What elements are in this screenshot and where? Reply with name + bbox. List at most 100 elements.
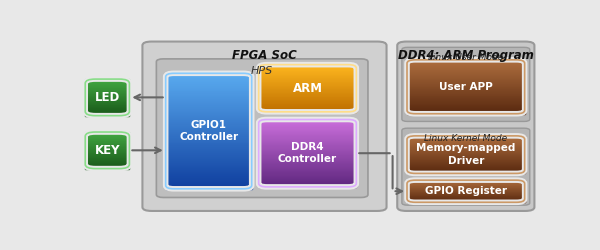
Text: Linux User Mode: Linux User Mode <box>428 53 503 62</box>
Bar <box>259 174 356 176</box>
Bar <box>407 63 524 64</box>
Bar <box>259 71 356 72</box>
Bar <box>166 123 252 125</box>
Bar <box>85 139 130 140</box>
Bar <box>166 127 252 129</box>
FancyBboxPatch shape <box>157 59 368 198</box>
Bar <box>407 158 524 159</box>
Bar <box>259 98 356 99</box>
Bar <box>259 132 356 133</box>
Bar <box>259 109 356 110</box>
Bar <box>85 132 130 133</box>
Bar <box>85 80 130 81</box>
Bar <box>166 148 252 150</box>
Bar <box>259 170 356 171</box>
Bar <box>407 87 524 88</box>
Bar <box>407 180 524 181</box>
Bar <box>259 72 356 73</box>
Bar <box>85 133 130 134</box>
Bar <box>407 194 524 195</box>
Bar <box>407 112 524 113</box>
Bar <box>259 83 356 84</box>
Bar <box>407 65 524 66</box>
Text: User APP: User APP <box>439 82 493 92</box>
Bar <box>259 166 356 168</box>
Bar <box>259 144 356 145</box>
Bar <box>407 137 524 138</box>
Bar <box>259 86 356 88</box>
Bar <box>259 93 356 94</box>
Bar <box>407 60 524 61</box>
Bar <box>259 94 356 95</box>
Bar <box>259 177 356 178</box>
Bar <box>85 166 130 167</box>
Bar <box>259 173 356 174</box>
Bar <box>85 140 130 141</box>
Bar <box>407 164 524 165</box>
Bar <box>166 114 252 116</box>
Bar <box>85 160 130 161</box>
Bar <box>166 162 252 164</box>
Text: Linux Kernel Mode: Linux Kernel Mode <box>424 134 508 143</box>
Bar <box>85 134 130 135</box>
Bar <box>166 96 252 98</box>
Bar <box>166 146 252 148</box>
Bar <box>259 150 356 151</box>
Bar <box>85 111 130 112</box>
Bar <box>259 81 356 82</box>
Bar <box>407 82 524 83</box>
Bar <box>259 95 356 96</box>
Bar <box>407 169 524 170</box>
Bar <box>85 92 130 93</box>
Bar <box>407 186 524 187</box>
Bar <box>407 191 524 192</box>
Bar <box>407 195 524 196</box>
Bar <box>407 165 524 166</box>
Bar <box>407 197 524 198</box>
Bar <box>166 110 252 112</box>
Bar <box>407 86 524 87</box>
Bar <box>166 116 252 117</box>
Bar <box>85 104 130 105</box>
Bar <box>259 90 356 92</box>
Bar <box>407 75 524 76</box>
Bar <box>407 164 524 165</box>
Bar <box>85 106 130 107</box>
Bar <box>259 145 356 146</box>
Bar <box>407 145 524 146</box>
Text: FPGA SoC: FPGA SoC <box>232 49 297 62</box>
Bar <box>85 143 130 144</box>
Bar <box>166 175 252 177</box>
Bar <box>407 96 524 98</box>
Bar <box>166 131 252 133</box>
Bar <box>85 100 130 101</box>
Bar <box>259 108 356 110</box>
Bar <box>407 150 524 151</box>
Bar <box>85 132 130 133</box>
Bar <box>166 144 252 146</box>
Bar <box>166 160 252 162</box>
Bar <box>407 84 524 85</box>
Bar <box>259 179 356 180</box>
Bar <box>259 158 356 159</box>
Bar <box>407 183 524 184</box>
Bar <box>85 160 130 161</box>
Bar <box>85 103 130 104</box>
Bar <box>85 158 130 159</box>
Bar <box>259 168 356 169</box>
Text: LED: LED <box>95 91 120 104</box>
Bar <box>259 110 356 111</box>
Bar <box>85 147 130 148</box>
Bar <box>85 112 130 113</box>
Bar <box>407 81 524 82</box>
Bar <box>259 89 356 90</box>
Bar <box>259 87 356 88</box>
Bar <box>407 99 524 100</box>
Bar <box>259 70 356 71</box>
Bar <box>407 92 524 93</box>
Bar <box>259 86 356 87</box>
Bar <box>85 99 130 100</box>
Bar <box>259 184 356 186</box>
Bar <box>259 124 356 125</box>
Bar <box>85 141 130 142</box>
